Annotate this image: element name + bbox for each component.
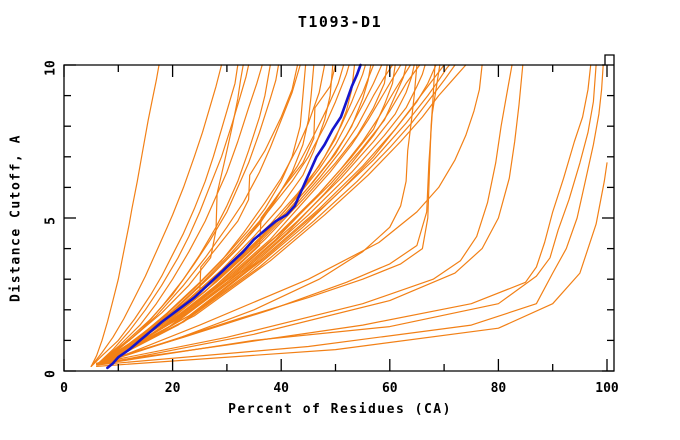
prediction-line [95,64,604,366]
y-tick-label: 10 [44,60,59,76]
prediction-line [101,64,315,364]
x-tick-label: 20 [165,381,181,396]
prediction-line [90,64,239,367]
y-axis-title: Distance Cutoff, A [8,134,24,302]
prediction-line [106,64,372,361]
x-tick-label: 60 [382,381,398,396]
y-tick-label: 5 [44,217,59,225]
prediction-line [95,64,524,366]
x-tick-label: 40 [273,381,289,396]
prediction-line [106,64,451,361]
prediction-line [95,64,307,366]
prediction-line [95,64,280,366]
y-tick-label: 0 [44,370,59,378]
x-axis-title: Percent of Residues (CA) [228,402,452,417]
prediction-line [95,64,301,366]
prediction-line [90,64,160,367]
prediction-line [95,64,263,366]
x-tick-label: 0 [60,381,68,396]
highlighted-line [106,63,362,370]
prediction-line [90,64,223,367]
prediction-line [106,64,437,363]
chart-title: T1093-D1 [297,13,383,31]
prediction-line [95,64,299,366]
prediction-line [101,64,394,364]
prediction-line [106,64,415,361]
prediction-line [106,64,445,363]
prediction-line [101,64,402,364]
prediction-line [106,64,483,363]
prediction-line [95,64,597,366]
prediction-line [95,64,513,364]
prediction-line [95,64,418,366]
prediction-line [95,64,244,366]
prediction-line [95,64,326,366]
prediction-line [106,64,407,363]
prediction-line [106,64,426,361]
x-tick-label: 100 [595,381,619,396]
prediction-line [101,64,375,363]
prediction-line [95,64,250,366]
x-tick-label: 80 [491,381,507,396]
prediction-line [101,64,441,363]
prediction-line [101,64,337,364]
prediction-line [106,64,388,361]
prediction-line [95,162,608,367]
prediction-line [106,64,467,361]
prediction-line [95,64,592,364]
